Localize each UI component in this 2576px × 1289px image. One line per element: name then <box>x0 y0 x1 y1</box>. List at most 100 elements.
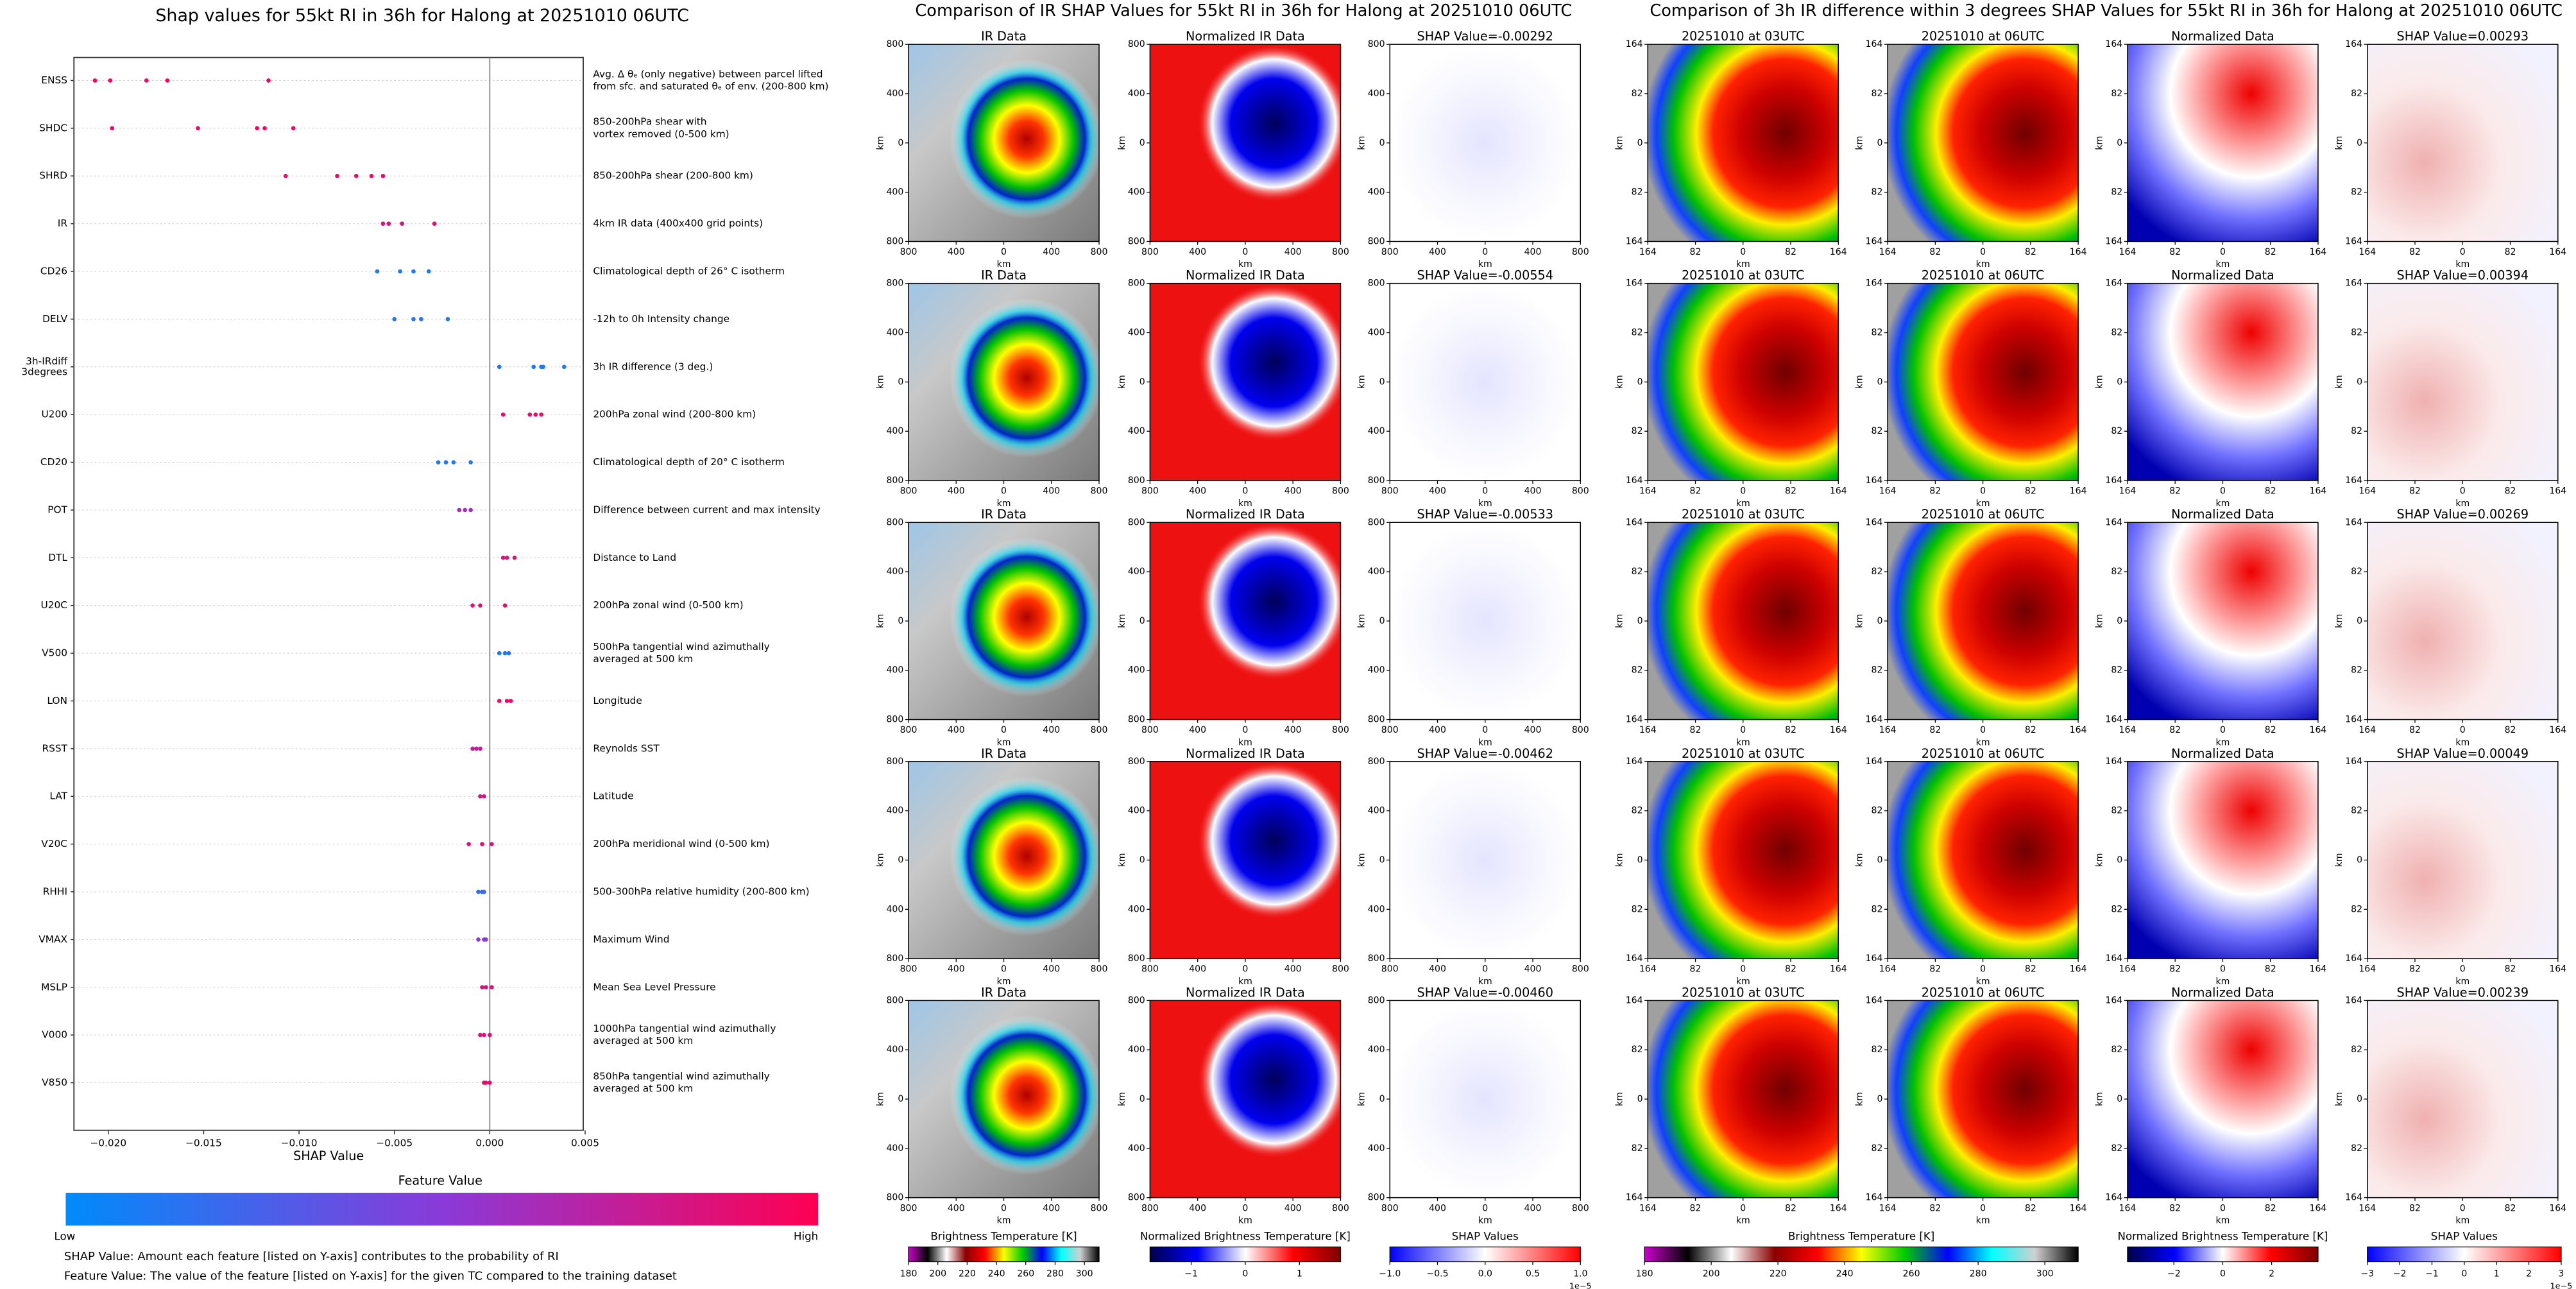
image-field <box>2127 522 2318 720</box>
y-tick-label: 400 <box>886 187 903 198</box>
feature-description: 500-300hPa relative humidity (200-800 km… <box>593 885 809 897</box>
y-tick-label: 0 <box>2117 616 2122 626</box>
x-tick-label: 82 <box>2169 486 2181 497</box>
x-tick-label: 400 <box>1524 1203 1542 1213</box>
colorbar-tick-label: 0.5 <box>1526 1269 1540 1279</box>
y-tick-label: 0 <box>1139 377 1145 387</box>
x-tick-label: 82 <box>2265 725 2276 735</box>
feature-description: 500hPa tangential wind azimuthally <box>593 641 769 653</box>
x-axis-label: km <box>2216 259 2230 269</box>
feature-description: Latitude <box>593 790 633 802</box>
x-tick-label: 400 <box>1429 486 1446 497</box>
colorbar-tick-label: 300 <box>1076 1269 1093 1279</box>
shap-point <box>531 364 536 370</box>
y-tick-label: 800 <box>1128 953 1145 964</box>
shap-point <box>484 1080 488 1085</box>
colorbar-label: SHAP Values <box>2431 1231 2498 1243</box>
y-tick-label: CD26 <box>40 266 67 277</box>
y-tick-label: 800 <box>886 756 903 767</box>
y-tick-label: 800 <box>1368 756 1385 767</box>
panel-title: SHAP Value=-0.00533 <box>1417 507 1553 522</box>
y-axis-label: km <box>875 375 885 389</box>
plot-frame <box>73 56 584 1131</box>
colorbar-tick-label: 280 <box>1970 1269 1987 1279</box>
shap-point <box>196 126 200 131</box>
colorbar-title: Feature Value <box>398 1174 482 1188</box>
x-tick-label: −0.005 <box>376 1138 413 1149</box>
y-axis-label: km <box>875 1092 885 1106</box>
y-tick-label: 0 <box>1139 138 1145 148</box>
x-tick-label: 800 <box>1141 486 1159 497</box>
y-tick-label: 0 <box>1877 855 1882 865</box>
shap-point <box>375 269 380 274</box>
y-tick-label: 164 <box>2345 39 2362 49</box>
feature-description: Difference between current and max inten… <box>593 504 820 515</box>
panel-title: IR Data <box>981 268 1027 283</box>
x-tick-label: 0 <box>2220 486 2226 497</box>
panel-title: Normalized IR Data <box>1186 985 1305 1000</box>
colorbar-tick-label: 1.0 <box>1573 1269 1587 1279</box>
shap-point <box>497 651 502 656</box>
y-tick-label: 164 <box>2105 715 2122 725</box>
colorbar-label: Normalized Brightness Temperature [K] <box>2118 1231 2328 1243</box>
shap-point <box>478 603 482 608</box>
x-axis-label: km <box>1238 737 1252 747</box>
y-tick-label: 400 <box>886 328 903 338</box>
x-tick-label: 82 <box>1785 964 1796 975</box>
image-field <box>1888 44 2079 242</box>
y-tick-label: 82 <box>2351 1045 2362 1055</box>
y-tick-label: 400 <box>1368 328 1385 338</box>
y-axis-label: km <box>2334 1092 2344 1106</box>
panel-title: 20251010 at 06UTC <box>1922 985 2045 1000</box>
y-tick-label: 164 <box>1866 278 1883 289</box>
feature-description: 850hPa tangential wind azimuthally <box>593 1070 769 1082</box>
feature-description: 850-200hPa shear with <box>593 116 706 128</box>
feature-description: Avg. Δ θₑ (only negative) between parcel… <box>593 68 823 80</box>
x-tick-label: 0 <box>1740 1203 1746 1213</box>
y-tick-label: 800 <box>1368 995 1385 1005</box>
x-tick-label: 0 <box>1740 964 1746 975</box>
colorbar-low: Low <box>55 1231 76 1243</box>
x-tick-label: 82 <box>2409 247 2421 257</box>
x-tick-label: 0 <box>2220 247 2226 257</box>
x-tick-label: 164 <box>1639 247 1657 257</box>
panel-title: Normalized IR Data <box>1186 746 1305 761</box>
x-tick-label: 164 <box>2119 964 2136 975</box>
x-tick-label: 0 <box>1242 247 1248 257</box>
x-axis-label: km <box>997 977 1011 987</box>
image-field <box>908 522 1100 720</box>
y-tick-label: POT <box>47 504 67 515</box>
shap-point <box>354 173 359 178</box>
x-tick-label: 800 <box>900 1203 917 1213</box>
y-tick-label: V500 <box>42 647 67 659</box>
x-tick-label: 800 <box>1572 964 1589 975</box>
x-tick-label: 800 <box>1091 725 1108 735</box>
x-tick-label: 164 <box>1639 964 1657 975</box>
shap-point <box>457 508 462 513</box>
panel-title: SHAP Value=-0.00462 <box>1417 746 1553 761</box>
y-tick-label: 164 <box>1626 953 1643 964</box>
x-axis-label: km <box>1736 1215 1750 1225</box>
x-axis-label: km <box>2216 977 2230 987</box>
x-tick-label: 0 <box>1482 486 1488 497</box>
shap-point <box>470 603 475 608</box>
y-tick-label: 0 <box>1637 616 1643 626</box>
colorbar <box>908 1246 1100 1263</box>
y-tick-label: 82 <box>1632 328 1643 338</box>
x-tick-label: 82 <box>2025 964 2036 975</box>
y-axis-label: km <box>2094 136 2104 150</box>
y-tick-label: V20C <box>41 838 67 849</box>
shap-point <box>468 508 473 513</box>
x-tick-label: 164 <box>2358 486 2376 497</box>
shap-point <box>561 364 567 370</box>
x-tick-label: 0.005 <box>571 1138 599 1149</box>
y-tick-label: 400 <box>886 426 903 436</box>
y-tick-label: 82 <box>2351 328 2362 338</box>
x-tick-label: 400 <box>948 1203 965 1213</box>
feature-colorbar <box>65 1192 819 1226</box>
y-tick-label: 82 <box>2351 904 2362 914</box>
feature-description: 200hPa zonal wind (0-500 km) <box>593 599 743 611</box>
y-tick-label: 164 <box>1866 517 1883 527</box>
x-tick-label: 0 <box>2220 1203 2226 1213</box>
x-tick-label: 400 <box>1043 725 1060 735</box>
